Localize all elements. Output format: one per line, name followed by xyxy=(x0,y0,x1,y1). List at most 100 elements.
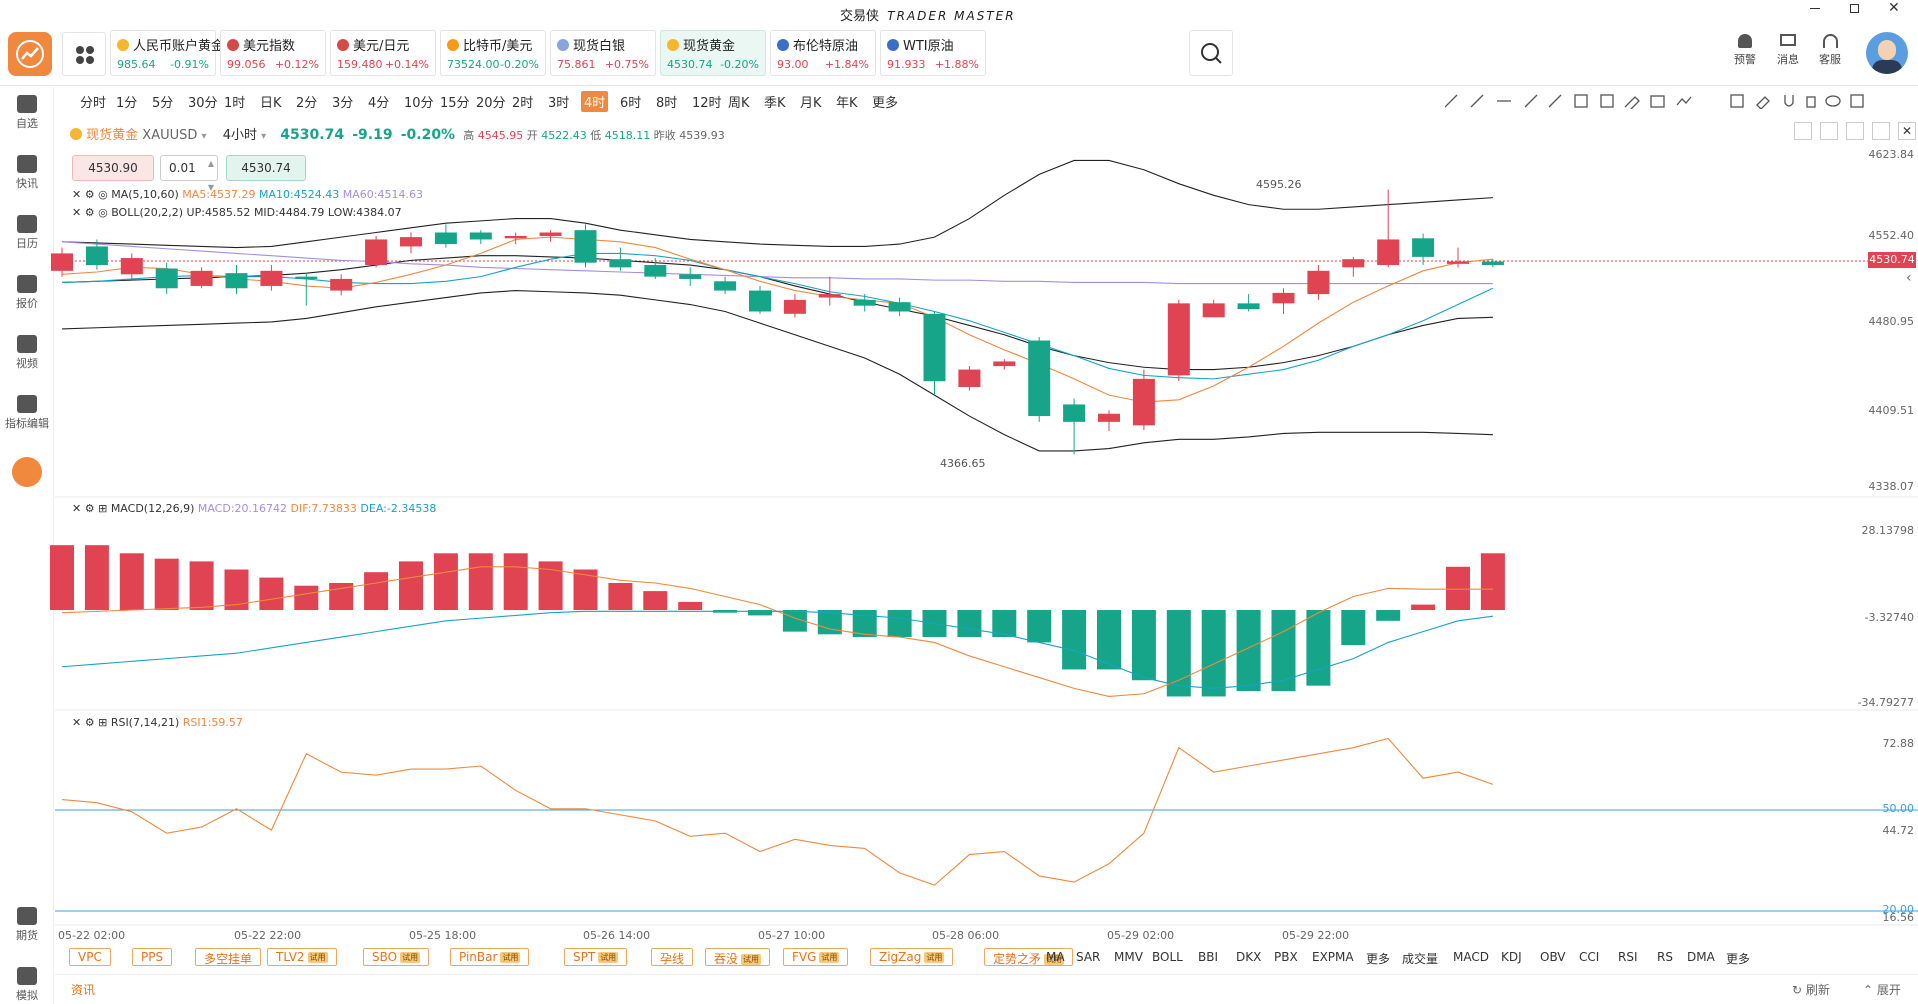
candle[interactable] xyxy=(1028,337,1051,422)
candle[interactable] xyxy=(155,262,178,295)
message-button[interactable]: 消息 xyxy=(1773,34,1803,67)
symbol-code[interactable]: XAUUSD xyxy=(142,128,198,143)
timeframe-16[interactable]: 8时 xyxy=(656,96,678,111)
expand-button[interactable]: ⌃ 展开 xyxy=(1863,983,1901,997)
nav-item[interactable]: 快讯 xyxy=(0,155,54,191)
candle[interactable] xyxy=(1132,369,1155,430)
service-button[interactable]: 客服 xyxy=(1815,34,1845,67)
timeframe-20[interactable]: 月K xyxy=(800,96,822,111)
sell-price-button[interactable]: 4530.90 xyxy=(72,155,154,181)
timeframe-0[interactable]: 分时 xyxy=(80,96,107,111)
candle[interactable] xyxy=(679,267,702,286)
expand-icon[interactable]: ⊞ xyxy=(98,502,108,515)
timeframe-2[interactable]: 5分 xyxy=(152,96,174,111)
period-select[interactable]: 4小时 xyxy=(222,128,257,143)
candle[interactable] xyxy=(749,285,771,314)
settings-icon[interactable]: ⚙ xyxy=(84,716,95,729)
timeframe-21[interactable]: 年K xyxy=(836,96,858,111)
candle[interactable] xyxy=(1167,299,1190,382)
candle[interactable] xyxy=(958,366,981,391)
main-indicator[interactable]: SAR xyxy=(1076,950,1101,964)
quote-card[interactable]: 现货黄金 4530.74 -0.20% xyxy=(660,30,766,76)
avatar[interactable] xyxy=(1866,32,1908,74)
timeframe-3[interactable]: 30分 xyxy=(188,96,218,111)
timeframe-19[interactable]: 季K xyxy=(764,96,786,111)
restore-icon[interactable] xyxy=(1850,4,1859,13)
sub-indicator[interactable]: RS xyxy=(1657,950,1673,964)
alert-button[interactable]: 预警 xyxy=(1730,34,1760,67)
lot-size-input[interactable]: 0.01 ▲ ▼ xyxy=(160,155,218,192)
candle[interactable] xyxy=(51,247,73,277)
chart-settings-icon[interactable] xyxy=(1794,122,1812,140)
eye-icon[interactable]: ◎ xyxy=(98,206,108,219)
timeframe-10[interactable]: 15分 xyxy=(440,96,470,111)
refresh-button[interactable]: ↻ 刷新 xyxy=(1792,983,1830,997)
candle[interactable] xyxy=(539,230,562,242)
candle[interactable] xyxy=(469,230,492,245)
timeframe-17[interactable]: 12时 xyxy=(692,96,722,111)
sub-indicator[interactable]: RSI xyxy=(1618,950,1638,964)
close-icon[interactable]: ✕ xyxy=(1888,0,1900,16)
nav-item[interactable]: 日历 xyxy=(0,215,54,251)
candle[interactable] xyxy=(1447,247,1469,268)
main-indicator[interactable]: PBX xyxy=(1274,950,1298,964)
main-indicator[interactable]: BOLL xyxy=(1152,950,1183,964)
eye-icon[interactable]: ◎ xyxy=(98,188,108,201)
candle[interactable] xyxy=(365,235,388,268)
main-indicator[interactable]: DKX xyxy=(1236,950,1262,964)
indicator-button[interactable]: SPT 试用 xyxy=(564,948,628,966)
apps-button[interactable] xyxy=(62,32,106,76)
symbol-name[interactable]: 现货黄金 xyxy=(86,128,139,143)
main-indicator[interactable]: MMV xyxy=(1114,950,1143,964)
news-tab[interactable]: 资讯 xyxy=(71,983,96,997)
buy-price-button[interactable]: 4530.74 xyxy=(226,155,306,181)
timeframe-1[interactable]: 1分 xyxy=(116,96,138,111)
sub-indicator[interactable]: CCI xyxy=(1579,950,1600,964)
indicator-button[interactable]: PinBar 试用 xyxy=(450,948,530,966)
nav-item[interactable]: 报价 xyxy=(0,275,54,311)
sub-indicator[interactable]: 成交量 xyxy=(1402,952,1439,966)
candle[interactable] xyxy=(1377,189,1400,268)
candle[interactable] xyxy=(783,294,806,318)
candle[interactable] xyxy=(1307,265,1330,300)
timeframe-12[interactable]: 2时 xyxy=(512,96,534,111)
sub-indicator[interactable]: MACD xyxy=(1453,950,1489,964)
candle[interactable] xyxy=(923,311,946,396)
close-icon[interactable]: ✕ xyxy=(72,502,82,515)
candle[interactable] xyxy=(1237,294,1260,312)
timeframe-11[interactable]: 20分 xyxy=(476,96,506,111)
candle[interactable] xyxy=(85,239,108,270)
indicator-button[interactable]: PPS xyxy=(132,948,173,966)
indicator-button[interactable]: 多空挂单 xyxy=(195,948,262,966)
quote-card[interactable]: 美元/日元 159.480 +0.14% xyxy=(330,30,436,76)
candle[interactable] xyxy=(574,224,597,268)
candle[interactable] xyxy=(120,253,143,279)
search-button[interactable] xyxy=(1189,30,1233,76)
candle[interactable] xyxy=(853,294,876,312)
nav-item[interactable]: 期货 xyxy=(0,907,54,943)
candle[interactable] xyxy=(644,258,667,279)
nav-item[interactable]: 视频 xyxy=(0,335,54,371)
expand-icon[interactable]: ⊞ xyxy=(98,716,108,729)
sub-indicator[interactable]: DMA xyxy=(1687,950,1715,964)
quote-card[interactable]: 布伦特原油 93.00 +1.84% xyxy=(770,30,876,76)
candle[interactable] xyxy=(330,274,353,296)
main-indicator[interactable]: EXPMA xyxy=(1312,950,1354,964)
indicator-button[interactable]: 定势之矛 试用 xyxy=(984,948,1074,966)
candle[interactable] xyxy=(1481,259,1504,268)
nav-item[interactable] xyxy=(0,457,54,489)
collapse-axis-icon[interactable]: ‹ xyxy=(1906,270,1912,286)
quote-card[interactable]: WTI原油 91.933 +1.88% xyxy=(880,30,986,76)
timeframe-9[interactable]: 10分 xyxy=(404,96,434,111)
indicator-button[interactable]: FVG 试用 xyxy=(783,948,849,966)
close-icon[interactable]: ✕ xyxy=(72,716,82,729)
main-indicator[interactable]: 更多 xyxy=(1366,952,1391,966)
close-icon[interactable]: ✕ xyxy=(72,188,82,201)
settings-icon[interactable]: ⚙ xyxy=(84,188,95,201)
candle[interactable] xyxy=(1063,398,1086,455)
candle[interactable] xyxy=(993,359,1016,370)
timeframe-18[interactable]: 周K xyxy=(728,96,750,111)
quote-card[interactable]: 现货白银 75.861 +0.75% xyxy=(550,30,656,76)
chart-close-icon[interactable]: ✕ xyxy=(1898,122,1916,140)
